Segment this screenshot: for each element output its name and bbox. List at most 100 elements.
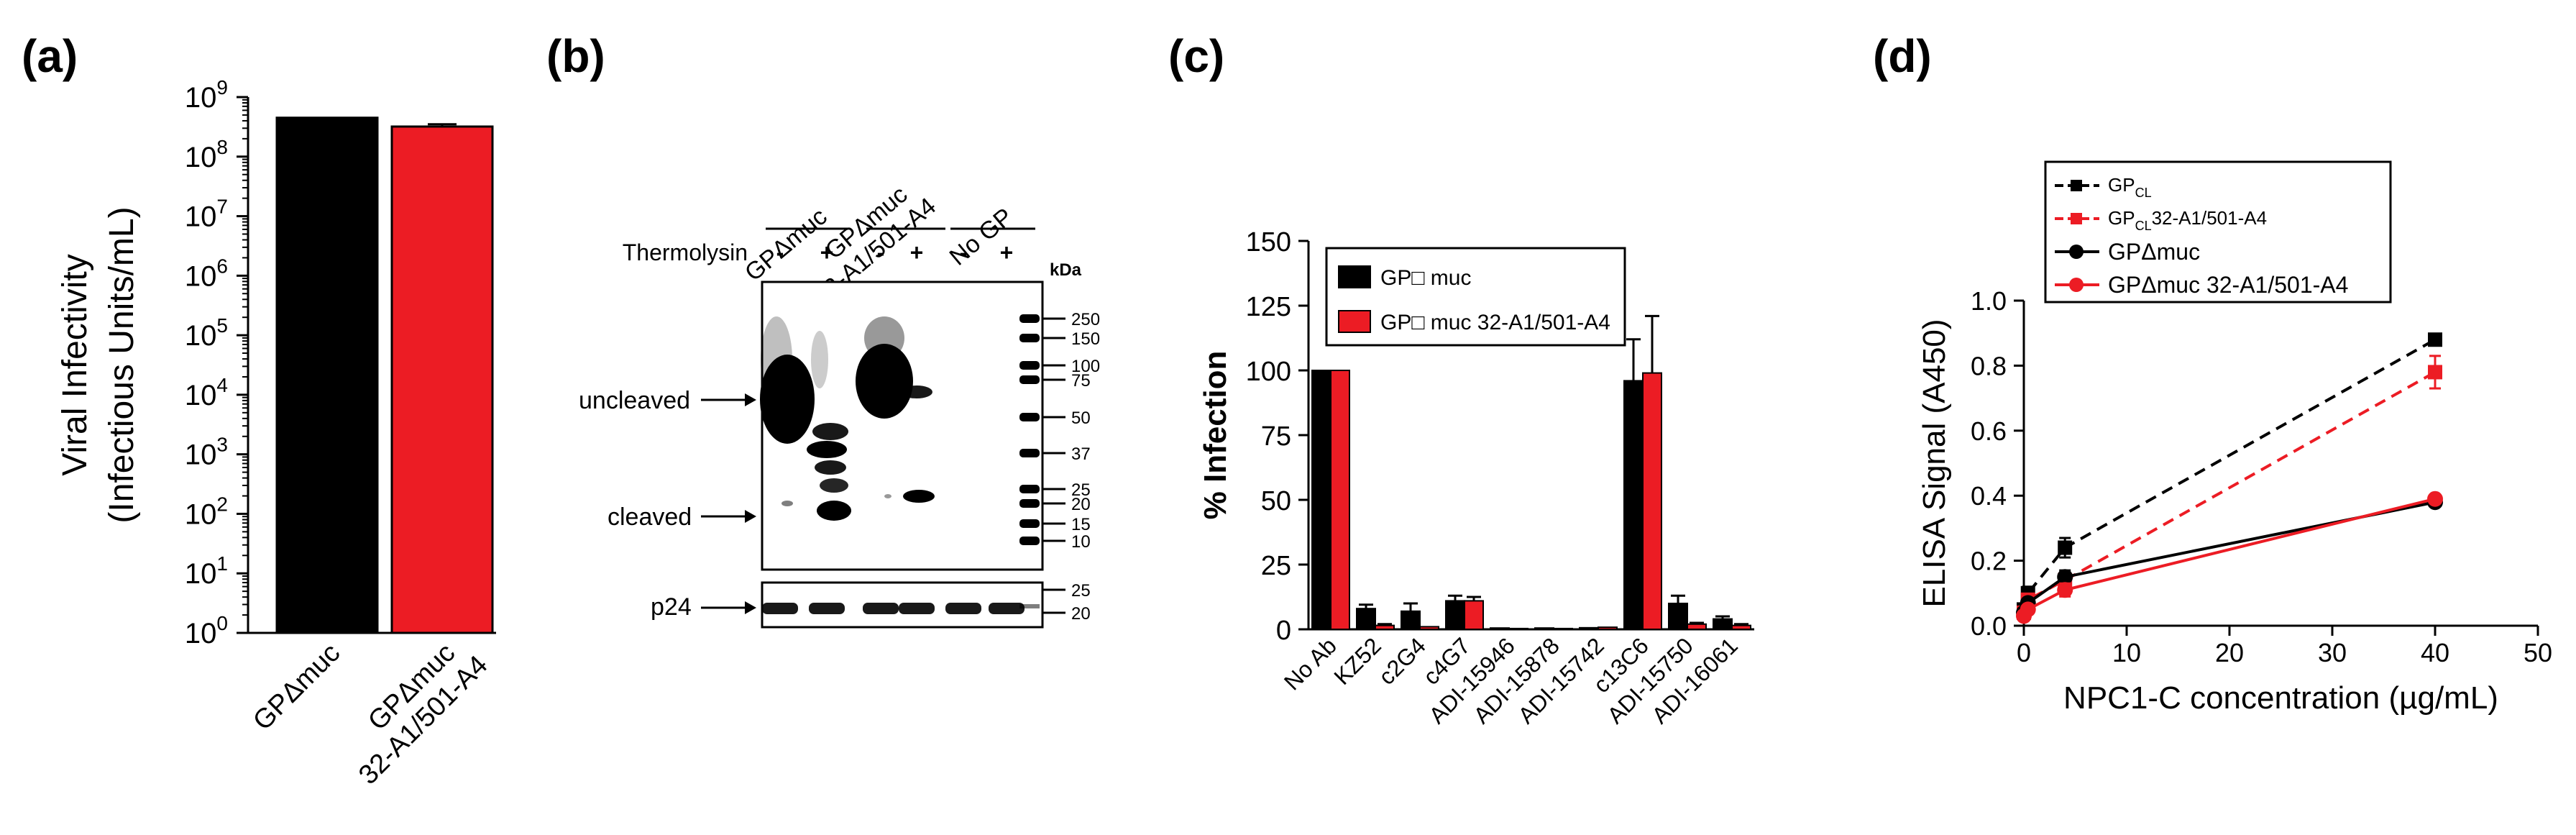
y-tick-label-d: 0.2 <box>1971 547 2007 576</box>
blot-band <box>812 423 848 440</box>
bar-c <box>1623 380 1644 631</box>
ladder-band <box>1019 485 1040 493</box>
marker-circle-d <box>2057 582 2073 598</box>
p24-band <box>863 603 899 614</box>
p24-band <box>899 603 935 614</box>
y-tick-label-d: 1.0 <box>1971 286 2007 316</box>
blot-band <box>811 331 828 388</box>
ladder-band <box>1019 499 1040 508</box>
legend-sub: CL <box>2135 219 2152 233</box>
blot-band <box>807 441 847 458</box>
x-tick-label-d: 20 <box>2215 638 2244 667</box>
marker-square-d <box>2428 365 2442 380</box>
y-label-c: % Infection <box>1198 351 1233 520</box>
bar-c <box>1375 624 1395 630</box>
bar-c <box>1598 626 1618 630</box>
thermolysin-label: Thermolysin <box>623 239 748 265</box>
thermolysin-sign: - <box>776 239 784 265</box>
y-label2-a: (Infectious Units/mL) <box>103 206 141 523</box>
blot-band <box>817 501 851 521</box>
thermolysin-sign: + <box>820 239 834 265</box>
panel-label-a: (a) <box>22 30 78 82</box>
bar-a-1 <box>390 125 494 634</box>
y-tick-exp: 0 <box>216 612 228 634</box>
y-tick-exp: 8 <box>216 136 228 158</box>
legend-marker-d <box>2071 213 2082 224</box>
y-tick-label-c: 75 <box>1261 421 1291 452</box>
category-label-c: c2G4 <box>1373 632 1431 690</box>
y-tick-label-d: 0.4 <box>1971 481 2007 511</box>
legend-tail: 32-A1/501-A4 <box>2152 207 2267 229</box>
y-tick-base: 10 <box>185 498 217 530</box>
y-tick-label-c: 150 <box>1246 227 1291 257</box>
x-tick-label-d: 30 <box>2318 638 2347 667</box>
y-tick-label-c: 100 <box>1246 357 1291 387</box>
legend-marker-d <box>2069 278 2084 292</box>
y-tick-base: 10 <box>185 380 217 411</box>
bar-c <box>1713 618 1733 630</box>
legend-main: GP <box>2108 207 2135 229</box>
legend-marker-d <box>2069 245 2084 259</box>
y-tick-base: 10 <box>185 618 217 649</box>
blot-band <box>815 460 846 475</box>
marker-label: 150 <box>1071 329 1100 349</box>
bar-c <box>1642 372 1662 630</box>
y-tick-label-d: 0.6 <box>1971 416 2007 446</box>
arrow-head-uncleaved <box>745 393 756 406</box>
bar-c <box>1687 623 1707 630</box>
category-line1: GPΔmuc <box>247 638 346 736</box>
legend-d <box>2044 160 2392 304</box>
legend-label-c: GP□ muc <box>1380 266 1471 290</box>
category-label-c: KZ52 <box>1329 632 1386 690</box>
bar-c <box>1330 370 1350 630</box>
marker-label: 10 <box>1071 532 1091 552</box>
x-tick-label-d: 10 <box>2112 638 2141 667</box>
legend-label-d: GPΔmuc 32-A1/501-A4 <box>2108 272 2348 298</box>
series-line-d <box>2022 497 2436 617</box>
y-tick-label-a: 106 <box>185 255 228 292</box>
bar-c <box>1311 370 1331 630</box>
y-tick-label-a: 103 <box>185 434 228 471</box>
bar-a-0 <box>275 117 379 634</box>
y-tick-exp: 5 <box>216 314 228 337</box>
marker-label: 250 <box>1071 310 1100 329</box>
p24-band <box>809 603 845 614</box>
y-tick-base: 10 <box>185 201 217 233</box>
y-tick-base: 10 <box>185 260 217 292</box>
y-label-d: ELISA Signal (A450) <box>1917 319 1952 607</box>
y-tick-label-c: 125 <box>1246 292 1291 322</box>
bar-c <box>1445 600 1465 631</box>
kda-label: kDa <box>1050 260 1082 280</box>
marker-circle-d <box>2427 490 2443 507</box>
row-label-p24: p24 <box>651 593 692 621</box>
y-label-a: Viral Infectivity <box>56 254 94 476</box>
series-line-d <box>2022 370 2436 613</box>
ladder-band <box>1019 361 1040 370</box>
legend-c <box>1325 247 1626 347</box>
thermolysin-sign: - <box>960 239 968 265</box>
bar-c <box>1579 626 1599 631</box>
blot-band <box>864 316 904 360</box>
y-tick-label-c: 25 <box>1261 551 1291 581</box>
p24-band <box>989 603 1025 614</box>
category-label-a: GPΔmuc <box>247 638 346 736</box>
marker-circle-d <box>2057 569 2073 585</box>
marker-label: 25 <box>1071 480 1091 500</box>
y-tick-label-a: 104 <box>185 374 228 411</box>
y-tick-label-a: 107 <box>185 196 228 233</box>
y-tick-exp: 6 <box>216 255 228 277</box>
panel-label-c: (c) <box>1168 30 1224 82</box>
blot-band <box>820 478 848 493</box>
y-tick-label-c: 50 <box>1261 486 1291 516</box>
bar-c <box>1464 600 1484 631</box>
x-tick-label-d: 50 <box>2524 638 2552 667</box>
y-tick-label-a: 109 <box>185 76 228 114</box>
blot-band <box>856 344 913 419</box>
legend-marker-d <box>2071 180 2082 191</box>
ladder-band <box>1019 375 1040 384</box>
panel-label-b: (b) <box>546 30 605 82</box>
legend-main: GPΔmuc 32-A1/501-A4 <box>2108 272 2348 298</box>
